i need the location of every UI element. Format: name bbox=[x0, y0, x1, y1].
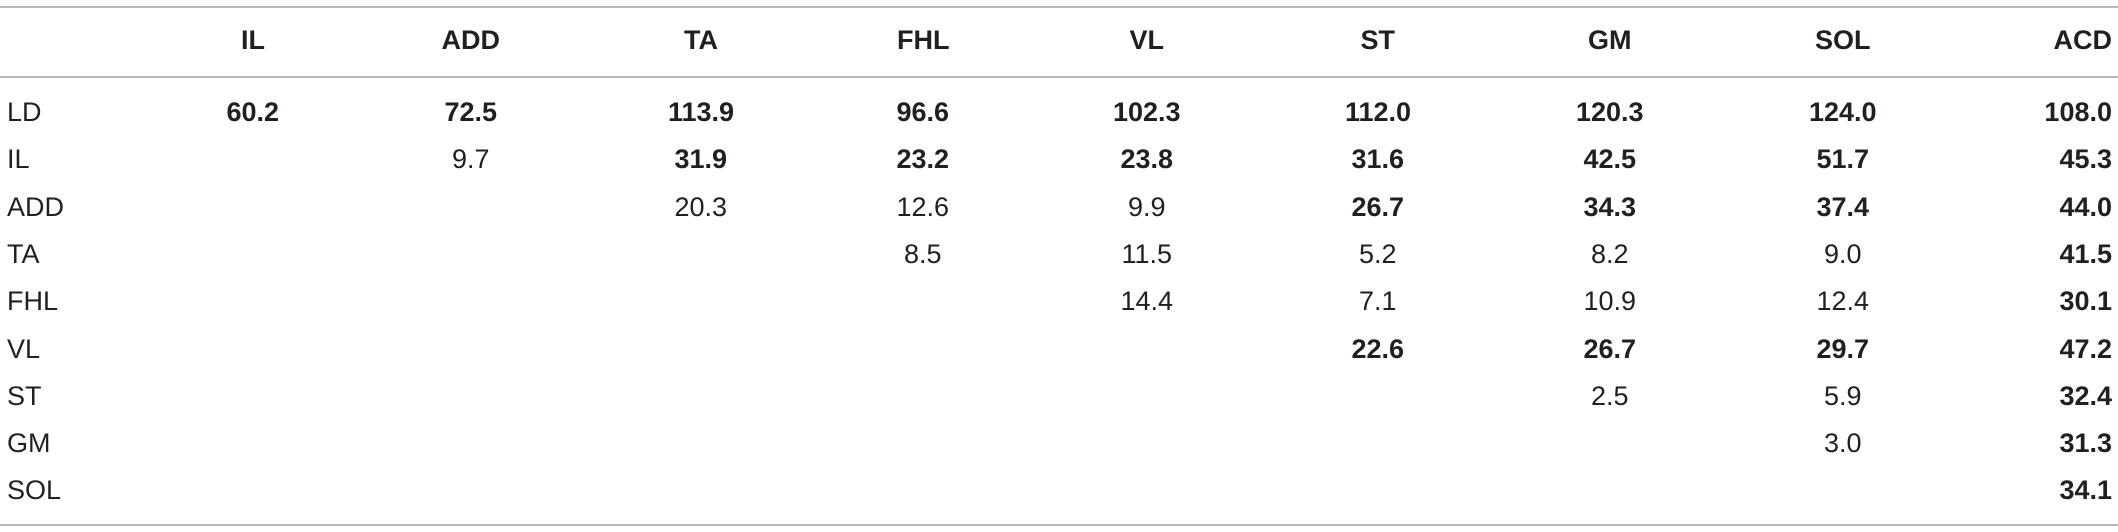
table-cell: 34.1 bbox=[2059, 475, 2112, 506]
table-cell: 11.5 bbox=[1121, 238, 1173, 269]
table-cell: 26.7 bbox=[1583, 333, 1637, 364]
table-cell: 112.0 bbox=[1345, 97, 1412, 127]
column-header: VL bbox=[1129, 25, 1165, 55]
row-label: SOL bbox=[7, 475, 62, 506]
table-cell: 42.5 bbox=[1583, 144, 1637, 175]
table-cell: 8.2 bbox=[1591, 238, 1629, 269]
table-cell: 32.4 bbox=[2059, 380, 2112, 411]
table-cell: 51.7 bbox=[1816, 144, 1870, 175]
column-header: ADD bbox=[441, 25, 501, 55]
table-cell: 20.3 bbox=[674, 191, 728, 222]
row-label: ADD bbox=[7, 191, 65, 222]
table-cell: 26.7 bbox=[1351, 191, 1405, 222]
table-cell: 9.0 bbox=[1824, 238, 1862, 269]
column-header: ACD bbox=[2053, 25, 2113, 55]
table-cell: 124.0 bbox=[1809, 97, 1877, 127]
table-cell: 44.0 bbox=[2059, 191, 2112, 222]
table-cell: 37.4 bbox=[1816, 191, 1870, 222]
table-cell: 22.6 bbox=[1351, 333, 1405, 364]
row-label: VL bbox=[7, 333, 41, 364]
row-label: IL bbox=[7, 144, 30, 175]
table-cell: 29.7 bbox=[1816, 333, 1870, 364]
table-cell: 9.9 bbox=[1128, 191, 1166, 222]
table-cell: 5.2 bbox=[1359, 238, 1397, 269]
table-cell: 8.5 bbox=[904, 238, 942, 269]
row-label: GM bbox=[7, 428, 51, 459]
row-label: LD bbox=[7, 97, 42, 127]
bottom-rule bbox=[0, 524, 2118, 526]
table-cell: 108.0 bbox=[2044, 97, 2112, 127]
table-cell: 96.6 bbox=[896, 97, 950, 127]
table-cell: 60.2 bbox=[226, 97, 280, 127]
table-cell: 34.3 bbox=[1583, 191, 1637, 222]
table-cell: 102.3 bbox=[1113, 97, 1181, 127]
table-cell: 120.3 bbox=[1576, 97, 1644, 127]
table-cell: 30.1 bbox=[2059, 286, 2112, 317]
table-cell: 31.6 bbox=[1351, 144, 1405, 175]
table-cell: 10.9 bbox=[1583, 286, 1637, 317]
table-cell: 23.8 bbox=[1120, 144, 1174, 175]
table-cell: 72.5 bbox=[444, 97, 498, 127]
column-header: GM bbox=[1588, 25, 1632, 55]
top-rule bbox=[0, 6, 2118, 8]
table-cell: 31.3 bbox=[2059, 428, 2112, 459]
table-cell: 3.0 bbox=[1824, 428, 1862, 459]
table-cell: 23.2 bbox=[896, 144, 950, 175]
table-cell: 41.5 bbox=[2059, 238, 2112, 269]
column-header: TA bbox=[684, 25, 718, 55]
table-cell: 113.9 bbox=[668, 97, 735, 127]
table-cell: 5.9 bbox=[1824, 380, 1862, 411]
table-cell: 45.3 bbox=[2059, 144, 2112, 175]
table-cell: 31.9 bbox=[674, 144, 728, 175]
row-label: TA bbox=[7, 238, 40, 269]
table-cell: 7.1 bbox=[1359, 286, 1397, 317]
column-header: ST bbox=[1360, 25, 1396, 55]
column-header: IL bbox=[241, 25, 265, 55]
table-cell: 47.2 bbox=[2059, 333, 2112, 364]
column-header: FHL bbox=[897, 25, 950, 55]
table-cell: 12.4 bbox=[1816, 286, 1870, 317]
column-header: SOL bbox=[1815, 25, 1871, 55]
table-cell: 12.6 bbox=[896, 191, 950, 222]
row-label: FHL bbox=[7, 286, 59, 317]
table-cell: 9.7 bbox=[452, 144, 490, 175]
header-rule bbox=[0, 76, 2118, 78]
table-cell: 2.5 bbox=[1591, 380, 1629, 411]
row-label: ST bbox=[7, 380, 42, 411]
table-cell: 14.4 bbox=[1120, 286, 1174, 317]
